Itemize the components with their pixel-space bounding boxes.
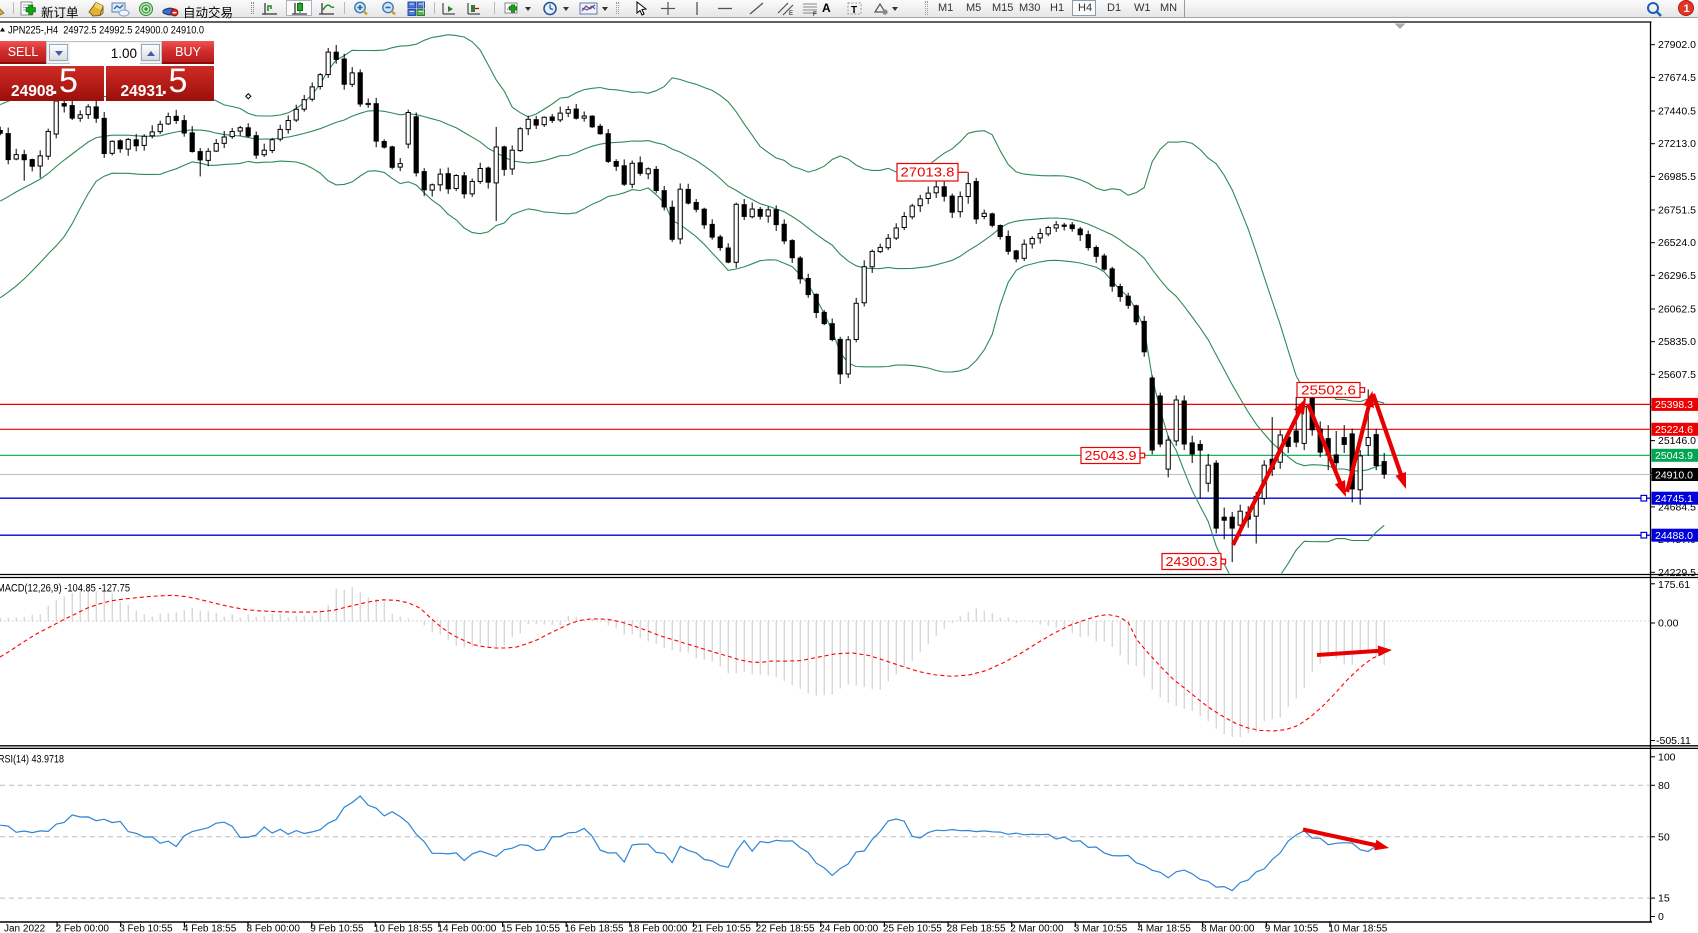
svg-text:9 Feb 10:55: 9 Feb 10:55	[310, 924, 364, 933]
svg-text:24745.1: 24745.1	[1655, 493, 1693, 505]
svg-text:26985.5: 26985.5	[1658, 171, 1696, 183]
svg-text:27902.0: 27902.0	[1658, 39, 1696, 51]
svg-text:22 Feb 18:55: 22 Feb 18:55	[756, 924, 815, 933]
svg-text:T: T	[851, 5, 857, 16]
svg-text:26524.0: 26524.0	[1658, 237, 1696, 249]
svg-text:25835.0: 25835.0	[1658, 336, 1696, 348]
svg-text:25146.0: 25146.0	[1658, 435, 1696, 447]
svg-text:175.61: 175.61	[1658, 579, 1690, 591]
svg-text:26062.5: 26062.5	[1658, 304, 1696, 316]
svg-text:0.00: 0.00	[1658, 618, 1679, 630]
svg-text:2 Feb 00:00: 2 Feb 00:00	[56, 924, 110, 933]
svg-text:25607.5: 25607.5	[1658, 369, 1696, 381]
svg-text:25502.6: 25502.6	[1301, 382, 1356, 397]
svg-text:14 Feb 00:00: 14 Feb 00:00	[437, 924, 496, 933]
svg-text:1: 1	[1684, 3, 1690, 15]
svg-text:3 Mar 10:55: 3 Mar 10:55	[1074, 924, 1128, 933]
svg-text:25 Feb 10:55: 25 Feb 10:55	[883, 924, 942, 933]
svg-text:25224.6: 25224.6	[1655, 424, 1693, 436]
svg-text:4 Feb 18:55: 4 Feb 18:55	[183, 924, 237, 933]
svg-text:2 Mar 00:00: 2 Mar 00:00	[1010, 924, 1064, 933]
svg-text:0: 0	[1658, 911, 1664, 923]
svg-text:24910.0: 24910.0	[1655, 469, 1693, 481]
svg-text:100: 100	[1658, 751, 1676, 763]
svg-text:24229.5: 24229.5	[1658, 567, 1696, 579]
svg-text:15 Feb 10:55: 15 Feb 10:55	[501, 924, 560, 933]
svg-text:25043.9: 25043.9	[1655, 450, 1693, 462]
svg-text:16 Feb 18:55: 16 Feb 18:55	[565, 924, 624, 933]
svg-text:18 Feb 00:00: 18 Feb 00:00	[628, 924, 687, 933]
svg-text:RSI(14) 43.9718: RSI(14) 43.9718	[0, 754, 64, 766]
svg-text:27440.5: 27440.5	[1658, 106, 1696, 118]
svg-text:E: E	[789, 11, 793, 17]
svg-text:24488.0: 24488.0	[1655, 530, 1693, 542]
svg-text:MACD(12,26,9) -104.85 -127.75: MACD(12,26,9) -104.85 -127.75	[0, 583, 130, 595]
svg-text:10 Feb 18:55: 10 Feb 18:55	[374, 924, 433, 933]
svg-text:27674.5: 27674.5	[1658, 72, 1696, 84]
svg-text:80: 80	[1658, 780, 1670, 792]
svg-text:26751.5: 26751.5	[1658, 205, 1696, 217]
svg-text:3 Feb 10:55: 3 Feb 10:55	[119, 924, 173, 933]
svg-text:28 Feb 18:55: 28 Feb 18:55	[947, 924, 1006, 933]
svg-text:15: 15	[1658, 893, 1670, 905]
svg-text:27213.0: 27213.0	[1658, 138, 1696, 150]
svg-text:26296.5: 26296.5	[1658, 270, 1696, 282]
svg-text:9 Mar 10:55: 9 Mar 10:55	[1265, 924, 1319, 933]
svg-text:4 Mar 18:55: 4 Mar 18:55	[1138, 924, 1192, 933]
svg-text:-505.11: -505.11	[1656, 735, 1691, 747]
svg-text:10 Mar 18:55: 10 Mar 18:55	[1328, 924, 1387, 933]
svg-text:50: 50	[1658, 831, 1670, 843]
svg-text:Jan 2022: Jan 2022	[4, 924, 46, 933]
svg-text:24 Feb 00:00: 24 Feb 00:00	[819, 924, 878, 933]
svg-text:JPN225-,H4 24972.5 24992.5 24: JPN225-,H4 24972.5 24992.5 24900.0 24910…	[8, 25, 204, 37]
svg-text:21 Feb 10:55: 21 Feb 10:55	[692, 924, 751, 933]
svg-text:F: F	[813, 12, 817, 17]
svg-text:24300.3: 24300.3	[1166, 554, 1218, 569]
svg-text:27013.8: 27013.8	[901, 165, 955, 180]
svg-text:8 Feb 00:00: 8 Feb 00:00	[247, 924, 301, 933]
svg-text:25043.9: 25043.9	[1085, 448, 1137, 463]
svg-text:25398.3: 25398.3	[1655, 399, 1693, 411]
svg-text:8 Mar 00:00: 8 Mar 00:00	[1201, 924, 1255, 933]
